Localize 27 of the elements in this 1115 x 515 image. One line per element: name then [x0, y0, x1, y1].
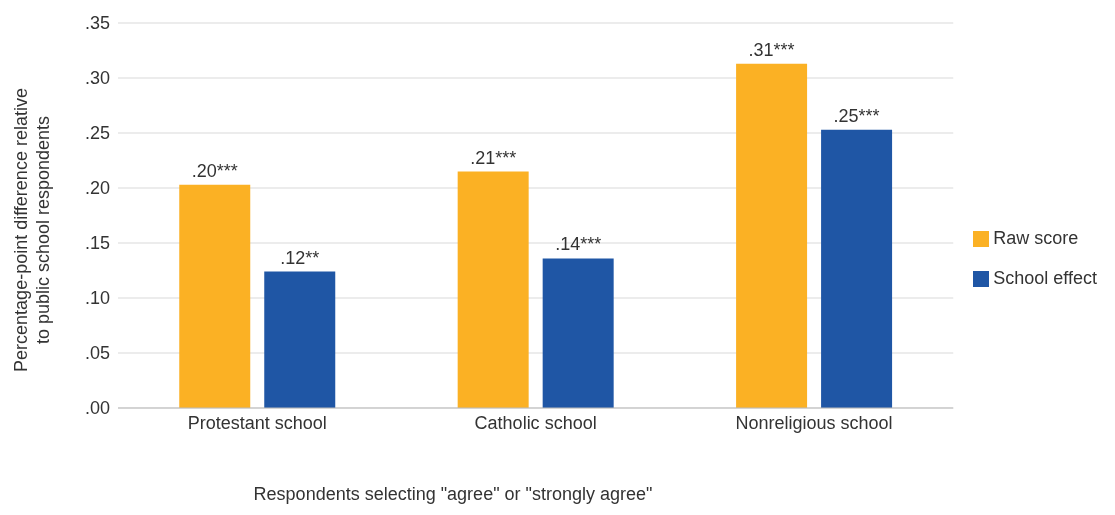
y-tick-label: .20 — [84, 178, 110, 199]
bar — [179, 184, 251, 408]
legend-label: School effect — [993, 268, 1097, 288]
y-tick-label: .30 — [84, 68, 110, 89]
bar — [457, 171, 529, 408]
data-label: .20*** — [191, 160, 238, 181]
data-label: .12** — [280, 247, 320, 268]
x-tick-label: Catholic school — [474, 412, 597, 433]
data-label: .31*** — [748, 39, 795, 60]
bar — [264, 271, 336, 408]
y-tick-label: .15 — [84, 233, 110, 254]
bar — [542, 258, 614, 408]
y-tick-label: .05 — [84, 343, 110, 364]
data-label: .25*** — [833, 105, 880, 126]
y-axis-title: Percentage-point difference relative to public school respondents — [11, 88, 53, 372]
legend-label: Raw score — [993, 228, 1079, 248]
data-label: .14*** — [555, 234, 602, 255]
y-tick-label: .10 — [84, 288, 110, 309]
x-tick-label: Nonreligious school — [735, 412, 893, 433]
y-tick-label: .25 — [84, 123, 110, 144]
bar — [736, 63, 808, 408]
x-tick-label: Protestant school — [187, 412, 327, 433]
y-tick-label: .35 — [84, 13, 110, 34]
data-label: .21*** — [470, 147, 517, 168]
bar — [821, 129, 893, 408]
x-axis-title: Respondents selecting "agree" or "strongly agree" — [252, 484, 654, 505]
y-tick-label: .00 — [84, 398, 110, 419]
